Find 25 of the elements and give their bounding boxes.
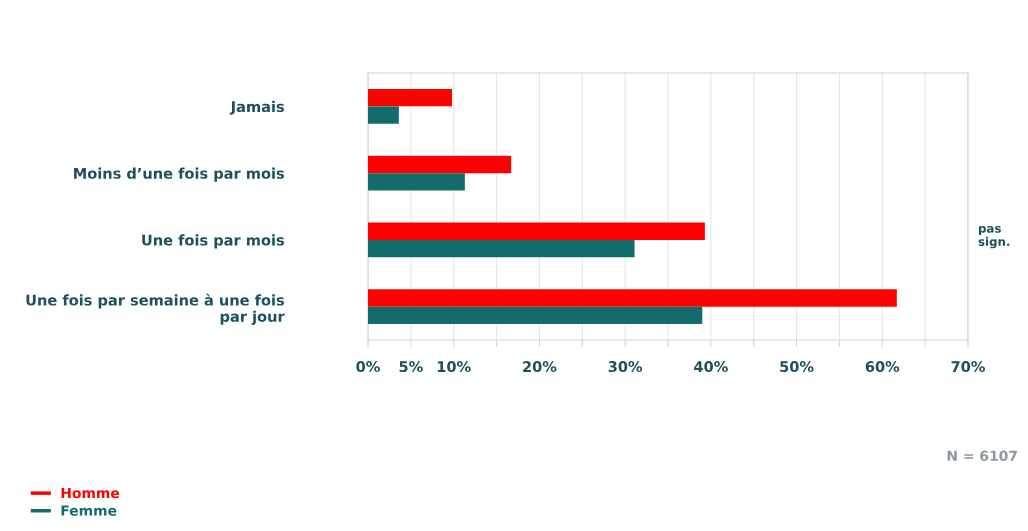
bar xyxy=(368,173,465,191)
bar xyxy=(368,289,897,307)
text: pas sign. xyxy=(978,225,1010,249)
bar xyxy=(368,155,512,174)
x-tick-label: 0% xyxy=(356,361,380,373)
x-tick-label: 50% xyxy=(780,361,814,373)
bar xyxy=(368,106,399,124)
y-tick-label: Une fois par semaine à une fois par jour xyxy=(26,293,285,325)
x-tick-label: 20% xyxy=(523,361,557,373)
bar xyxy=(368,222,705,240)
legend-label: Homme xyxy=(61,487,120,499)
x-tick-label: 70% xyxy=(951,361,985,373)
text: N = 6107 xyxy=(947,450,1017,462)
x-tick-label: 10% xyxy=(437,361,471,373)
y-tick-label: Moins d’une fois par mois xyxy=(74,167,284,182)
x-tick-label: 40% xyxy=(694,361,728,373)
bar xyxy=(368,239,635,258)
bar xyxy=(368,89,452,107)
x-tick-label: 5% xyxy=(399,361,423,373)
bar xyxy=(368,306,703,324)
y-tick-label: Jamais xyxy=(229,100,284,115)
y-tick-label: Une fois par mois xyxy=(142,234,284,249)
x-tick-label: 30% xyxy=(608,361,643,373)
legend-label: Femme xyxy=(61,505,117,516)
x-tick-label: 60% xyxy=(865,361,900,373)
